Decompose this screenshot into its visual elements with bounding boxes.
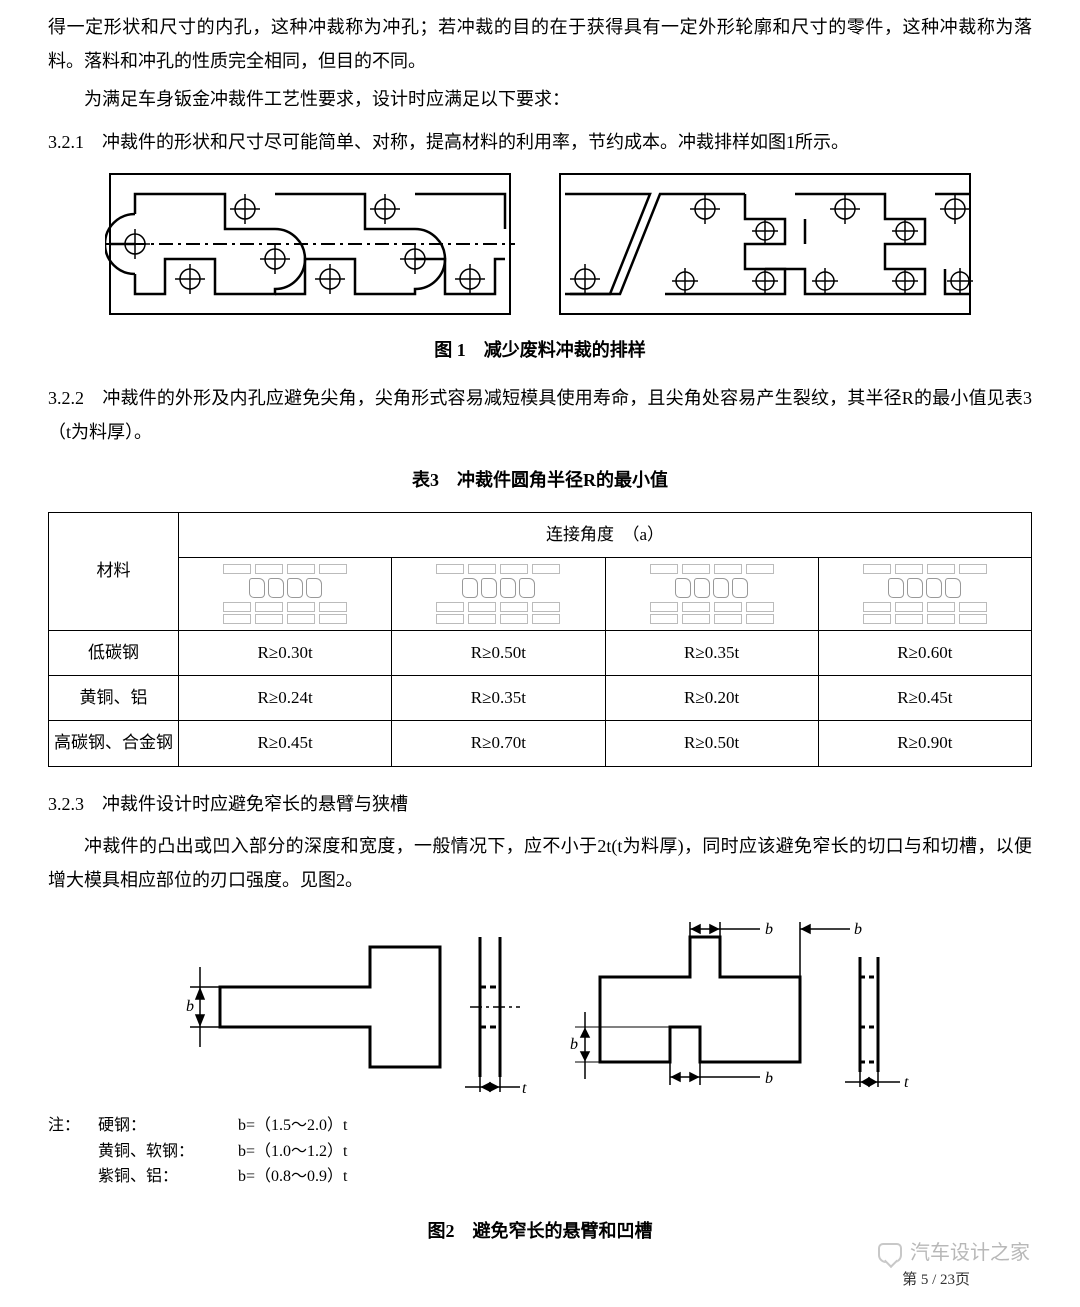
page-number: 第 5 / 23页 <box>902 1266 970 1295</box>
note-label: 硬钢： <box>98 1113 238 1139</box>
angle-diagram-4 <box>823 564 1027 624</box>
table-3-title: 表3 冲裁件圆角半径R的最小值 <box>48 463 1032 497</box>
material-cell: 高碳钢、合金钢 <box>49 721 179 766</box>
value-cell: R≥0.90t <box>818 721 1031 766</box>
angle-diagram-3 <box>610 564 814 624</box>
svg-text:b: b <box>186 998 194 1015</box>
svg-text:b: b <box>854 921 862 938</box>
material-cell: 黄铜、铝 <box>49 676 179 721</box>
value-cell: R≥0.24t <box>179 676 392 721</box>
paragraph-requirements: 为满足车身钣金冲裁件工艺性要求，设计时应满足以下要求： <box>48 82 1032 116</box>
figure-2-notes: 注： 硬钢： b=（1.5～2.0）t 黄铜、软钢： b=（1.0～1.2）t … <box>48 1113 1032 1190</box>
value-cell: R≥0.70t <box>392 721 605 766</box>
svg-text:b: b <box>765 921 773 938</box>
angle-diagram-2 <box>396 564 600 624</box>
value-cell: R≥0.30t <box>179 630 392 675</box>
material-cell: 低碳钢 <box>49 630 179 675</box>
figure-1-caption: 图 1 减少废料冲裁的排样 <box>48 333 1032 367</box>
svg-text:t: t <box>904 1074 909 1091</box>
value-cell: R≥0.45t <box>179 721 392 766</box>
figure-2-diagram: b t <box>48 917 1032 1097</box>
note-label: 紫铜、铝： <box>98 1164 238 1190</box>
value-cell: R≥0.60t <box>818 630 1031 675</box>
wechat-icon <box>878 1243 902 1263</box>
table-header-angle: 连接角度 （a） <box>179 512 1032 557</box>
note-prefix: 注： <box>48 1113 98 1139</box>
table-3: 材料 连接角度 （a） 低碳钢 R≥0.30t <box>48 512 1032 767</box>
value-cell: R≥0.35t <box>605 630 818 675</box>
value-cell: R≥0.50t <box>392 630 605 675</box>
svg-text:b: b <box>765 1070 773 1087</box>
note-value: b=（1.0～1.2）t <box>238 1139 347 1165</box>
value-cell: R≥0.20t <box>605 676 818 721</box>
note-value: b=（0.8～0.9）t <box>238 1164 347 1190</box>
table-header-material: 材料 <box>49 512 179 630</box>
section-3-2-3: 3.2.3 冲裁件设计时应避免窄长的悬臂与狭槽 <box>48 787 1032 821</box>
svg-text:t: t <box>522 1080 527 1097</box>
table-row: 黄铜、铝 R≥0.24t R≥0.35t R≥0.20t R≥0.45t <box>49 676 1032 721</box>
note-value: b=（1.5～2.0）t <box>238 1113 347 1139</box>
table-row: 高碳钢、合金钢 R≥0.45t R≥0.70t R≥0.50t R≥0.90t <box>49 721 1032 766</box>
paragraph-continuation: 得一定形状和尺寸的内孔，这种冲裁称为冲孔；若冲裁的目的在于获得具有一定外形轮廓和… <box>48 10 1032 78</box>
value-cell: R≥0.50t <box>605 721 818 766</box>
section-3-2-1: 3.2.1 冲裁件的形状和尺寸尽可能简单、对称，提高材料的利用率，节约成本。冲裁… <box>48 125 1032 159</box>
note-label: 黄铜、软钢： <box>98 1139 238 1165</box>
value-cell: R≥0.35t <box>392 676 605 721</box>
table-angle-diagrams-row <box>49 557 1032 630</box>
table-row: 低碳钢 R≥0.30t R≥0.50t R≥0.35t R≥0.60t <box>49 630 1032 675</box>
value-cell: R≥0.45t <box>818 676 1031 721</box>
section-3-2-2: 3.2.2 冲裁件的外形及内孔应避免尖角，尖角形式容易减短模具使用寿命，且尖角处… <box>48 381 1032 449</box>
figure-1-diagram <box>48 169 1032 319</box>
angle-diagram-1 <box>183 564 387 624</box>
paragraph-3-2-3-body: 冲裁件的凸出或凹入部分的深度和宽度，一般情况下，应不小于2t(t为料厚)，同时应… <box>48 829 1032 897</box>
svg-text:b: b <box>570 1036 578 1053</box>
